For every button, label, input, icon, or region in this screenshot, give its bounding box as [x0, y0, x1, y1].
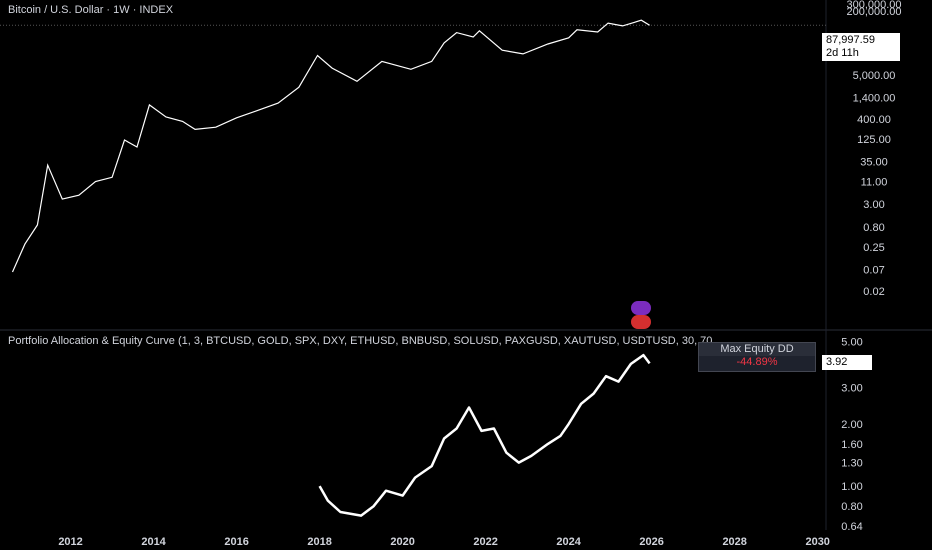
flag-icon[interactable] — [631, 315, 651, 329]
bar-countdown: 2d 11h — [826, 47, 859, 59]
last-price-value: 87,997.59 — [826, 34, 875, 46]
last-price-label: 87,997.59 2d 11h — [822, 33, 900, 61]
equity-axis-tick: 5.00 — [841, 337, 862, 349]
time-axis-tick: 2030 — [805, 536, 829, 548]
time-axis-tick: 2022 — [473, 536, 497, 548]
equity-last-value-label: 3.92 — [822, 355, 872, 370]
time-axis-tick: 2026 — [639, 536, 663, 548]
price-axis-tick: 3.00 — [863, 199, 884, 211]
price-axis-tick: 0.02 — [863, 286, 884, 298]
indicator-pane-title: Portfolio Allocation & Equity Curve (1, … — [8, 335, 713, 347]
equity-axis-tick: 0.80 — [841, 501, 862, 513]
btc-price-line — [11, 19, 650, 273]
main-pane-title: Bitcoin / U.S. Dollar · 1W · INDEX — [8, 4, 174, 16]
price-axis-tick: 400.00 — [857, 114, 891, 126]
equity-curve-line — [318, 353, 651, 517]
equity-axis-tick: 2.00 — [841, 419, 862, 431]
price-axis-tick: 5,000.00 — [853, 70, 896, 82]
price-axis-tick: 11.00 — [861, 176, 888, 188]
price-axis-tick: 0.80 — [863, 222, 884, 234]
max-drawdown-table: Max Equity DD -44.89% — [698, 342, 816, 372]
time-axis-tick: 2020 — [390, 536, 414, 548]
price-axis-tick: 125.00 — [857, 134, 891, 146]
max-drawdown-header: Max Equity DD — [699, 343, 815, 356]
price-axis-tick: 0.25 — [863, 242, 884, 254]
price-axis-tick: 300,000.00 — [846, 0, 901, 11]
time-axis-tick: 2024 — [556, 536, 581, 548]
price-axis-tick: 0.07 — [863, 264, 884, 276]
equity-axis-tick: 1.00 — [841, 481, 862, 493]
max-drawdown-value: -44.89% — [736, 356, 778, 368]
time-axis-tick: 2016 — [224, 536, 248, 548]
equity-axis-tick: 3.00 — [841, 382, 862, 394]
time-axis-tick: 2012 — [58, 536, 82, 548]
equity-axis-tick: 0.64 — [841, 521, 862, 533]
time-axis-tick: 2028 — [722, 536, 746, 548]
time-axis-tick: 2014 — [141, 536, 166, 548]
price-axis-tick: 200,000.00 — [846, 6, 901, 18]
price-axis-tick: 35.00 — [860, 156, 888, 168]
equity-axis-tick: 1.30 — [841, 458, 862, 470]
time-axis-tick: 2018 — [307, 536, 331, 548]
alert-icon[interactable] — [631, 301, 651, 315]
equity-axis-tick: 1.60 — [841, 439, 862, 451]
price-axis-tick: 1,400.00 — [853, 92, 896, 104]
